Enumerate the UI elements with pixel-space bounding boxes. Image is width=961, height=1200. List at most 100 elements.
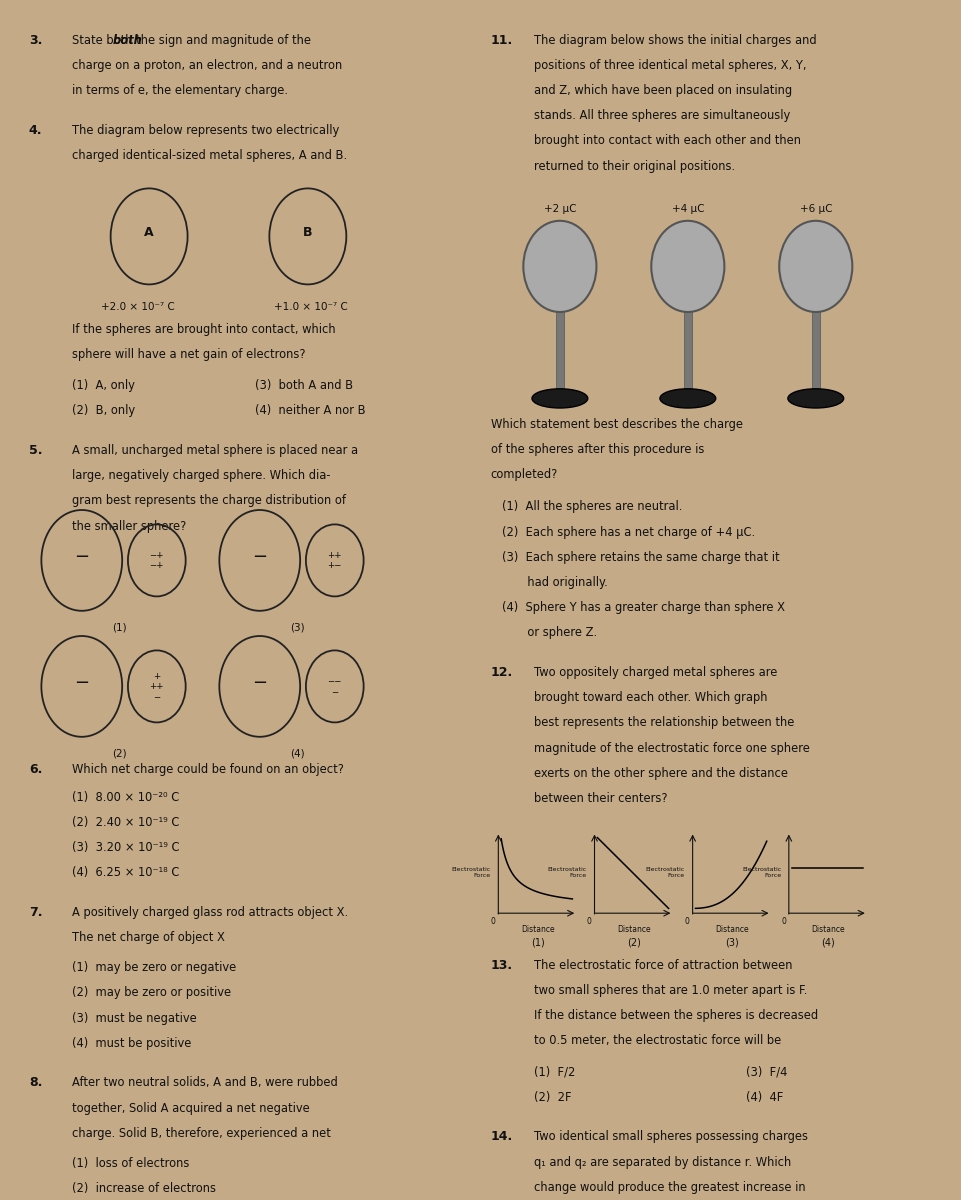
Text: +4 μC: +4 μC	[671, 204, 703, 214]
Text: large, negatively charged sphere. Which dia-: large, negatively charged sphere. Which …	[72, 469, 331, 482]
Text: positions of three identical metal spheres, X, Y,: positions of three identical metal spher…	[533, 59, 805, 72]
Text: and Z, which have been placed on insulating: and Z, which have been placed on insulat…	[533, 84, 791, 97]
Text: If the distance between the spheres is decreased: If the distance between the spheres is d…	[533, 1009, 817, 1022]
Text: 6.: 6.	[29, 763, 42, 776]
Text: (1)  All the spheres are neutral.: (1) All the spheres are neutral.	[502, 500, 682, 514]
Text: best represents the relationship between the: best represents the relationship between…	[533, 716, 794, 730]
Text: A positively charged glass rod attracts object X.: A positively charged glass rod attracts …	[72, 906, 348, 919]
Text: (2)  2F: (2) 2F	[533, 1091, 571, 1104]
Text: B: B	[303, 227, 312, 239]
Text: charge. Solid B, therefore, experienced a net: charge. Solid B, therefore, experienced …	[72, 1127, 331, 1140]
Circle shape	[523, 221, 596, 312]
Text: (2): (2)	[627, 937, 640, 947]
Text: stands. All three spheres are simultaneously: stands. All three spheres are simultaneo…	[533, 109, 789, 122]
Text: (2)  2.40 × 10⁻¹⁹ C: (2) 2.40 × 10⁻¹⁹ C	[72, 816, 180, 829]
Text: −: −	[252, 674, 267, 691]
Text: brought into contact with each other and then: brought into contact with each other and…	[533, 134, 801, 148]
Text: gram best represents the charge distribution of: gram best represents the charge distribu…	[72, 494, 346, 508]
Text: Distance: Distance	[521, 925, 554, 935]
Text: (3)  3.20 × 10⁻¹⁹ C: (3) 3.20 × 10⁻¹⁹ C	[72, 841, 180, 854]
Text: Z: Z	[810, 259, 820, 271]
Text: 12.: 12.	[490, 666, 512, 679]
Text: 0: 0	[684, 917, 689, 926]
Text: Which statement best describes the charge: Which statement best describes the charg…	[490, 418, 742, 431]
Text: (3): (3)	[289, 623, 305, 632]
Text: (4): (4)	[821, 937, 834, 947]
Text: (4)  6.25 × 10⁻¹⁸ C: (4) 6.25 × 10⁻¹⁸ C	[72, 866, 180, 880]
Text: 13.: 13.	[490, 959, 512, 972]
Text: After two neutral solids, A and B, were rubbed: After two neutral solids, A and B, were …	[72, 1076, 337, 1090]
Text: (1)  A, only: (1) A, only	[72, 379, 135, 392]
Bar	[683, 312, 691, 398]
Ellipse shape	[659, 389, 715, 408]
Text: magnitude of the electrostatic force one sphere: magnitude of the electrostatic force one…	[533, 742, 809, 755]
Bar	[811, 312, 819, 398]
Text: of the spheres after this procedure is: of the spheres after this procedure is	[490, 443, 703, 456]
Text: in terms of e, the elementary charge.: in terms of e, the elementary charge.	[72, 84, 288, 97]
Circle shape	[651, 221, 724, 312]
Text: Distance: Distance	[811, 925, 844, 935]
Text: Distance: Distance	[617, 925, 650, 935]
Text: 8.: 8.	[29, 1076, 42, 1090]
Text: (2)  Each sphere has a net charge of +4 μC.: (2) Each sphere has a net charge of +4 μ…	[502, 526, 754, 539]
Text: to 0.5 meter, the electrostatic force will be: to 0.5 meter, the electrostatic force wi…	[533, 1034, 780, 1048]
Text: exerts on the other sphere and the distance: exerts on the other sphere and the dista…	[533, 767, 787, 780]
Text: (2): (2)	[111, 749, 127, 758]
Text: (4)  must be positive: (4) must be positive	[72, 1037, 191, 1050]
Text: Electrostatic
Force: Electrostatic Force	[741, 868, 780, 878]
Text: 0: 0	[490, 917, 495, 926]
Text: 14.: 14.	[490, 1130, 512, 1144]
Text: (4)  Sphere Y has a greater charge than sphere X: (4) Sphere Y has a greater charge than s…	[502, 601, 784, 614]
Text: charge on a proton, an electron, and a neutron: charge on a proton, an electron, and a n…	[72, 59, 342, 72]
Text: Two oppositely charged metal spheres are: Two oppositely charged metal spheres are	[533, 666, 776, 679]
Text: (3)  must be negative: (3) must be negative	[72, 1012, 197, 1025]
Text: −−
−: −− −	[327, 677, 342, 696]
Text: change would produce the greatest increase in: change would produce the greatest increa…	[533, 1181, 804, 1194]
Text: (3)  Each sphere retains the same charge that it: (3) Each sphere retains the same charge …	[502, 551, 779, 564]
Text: (2)  increase of electrons: (2) increase of electrons	[72, 1182, 216, 1195]
Text: The net charge of object X: The net charge of object X	[72, 931, 225, 944]
Text: (1)  loss of electrons: (1) loss of electrons	[72, 1157, 189, 1170]
Text: two small spheres that are 1.0 meter apart is F.: two small spheres that are 1.0 meter apa…	[533, 984, 806, 997]
Text: +1.0 × 10⁻⁷ C: +1.0 × 10⁻⁷ C	[274, 302, 348, 312]
Text: or sphere Z.: or sphere Z.	[502, 626, 597, 640]
Text: 4.: 4.	[29, 124, 42, 137]
Text: −: −	[74, 674, 89, 691]
Text: (1)  F/2: (1) F/2	[533, 1066, 575, 1079]
Text: A: A	[144, 227, 154, 239]
Text: +2 μC: +2 μC	[543, 204, 576, 214]
Text: X: X	[554, 259, 564, 271]
Text: (2)  may be zero or positive: (2) may be zero or positive	[72, 986, 231, 1000]
Text: 3.: 3.	[29, 34, 42, 47]
Text: charged identical-sized metal spheres, A and B.: charged identical-sized metal spheres, A…	[72, 149, 347, 162]
Text: +
++
−: + ++ −	[149, 672, 164, 701]
Text: Y: Y	[682, 259, 692, 271]
Text: between their centers?: between their centers?	[533, 792, 667, 805]
Text: (1)  8.00 × 10⁻²⁰ C: (1) 8.00 × 10⁻²⁰ C	[72, 791, 179, 804]
Text: had originally.: had originally.	[502, 576, 607, 589]
Text: Electrostatic
Force: Electrostatic Force	[645, 868, 684, 878]
Text: The diagram below shows the initial charges and: The diagram below shows the initial char…	[533, 34, 816, 47]
Text: sphere will have a net gain of electrons?: sphere will have a net gain of electrons…	[72, 348, 306, 361]
Text: (1): (1)	[111, 623, 127, 632]
Text: 5.: 5.	[29, 444, 42, 457]
Circle shape	[778, 221, 851, 312]
Text: (2)  B, only: (2) B, only	[72, 404, 136, 418]
Text: (4)  4F: (4) 4F	[745, 1091, 782, 1104]
Text: (3)  both A and B: (3) both A and B	[255, 379, 353, 392]
Text: 0: 0	[780, 917, 785, 926]
Text: q₁ and q₂ are separated by distance r. Which: q₁ and q₂ are separated by distance r. W…	[533, 1156, 790, 1169]
Text: +2.0 × 10⁻⁷ C: +2.0 × 10⁻⁷ C	[101, 302, 175, 312]
Text: −: −	[74, 547, 89, 566]
Text: The electrostatic force of attraction between: The electrostatic force of attraction be…	[533, 959, 792, 972]
Text: completed?: completed?	[490, 468, 557, 481]
Text: −: −	[252, 547, 267, 566]
Text: Electrostatic
Force: Electrostatic Force	[451, 868, 490, 878]
Text: brought toward each other. Which graph: brought toward each other. Which graph	[533, 691, 767, 704]
Text: (4)  neither A nor B: (4) neither A nor B	[255, 404, 365, 418]
Text: both: both	[112, 34, 142, 47]
Text: 7.: 7.	[29, 906, 42, 919]
Text: Electrostatic
Force: Electrostatic Force	[547, 868, 586, 878]
Text: (4): (4)	[289, 749, 305, 758]
Text: State both the sign and magnitude of the: State both the sign and magnitude of the	[72, 34, 310, 47]
